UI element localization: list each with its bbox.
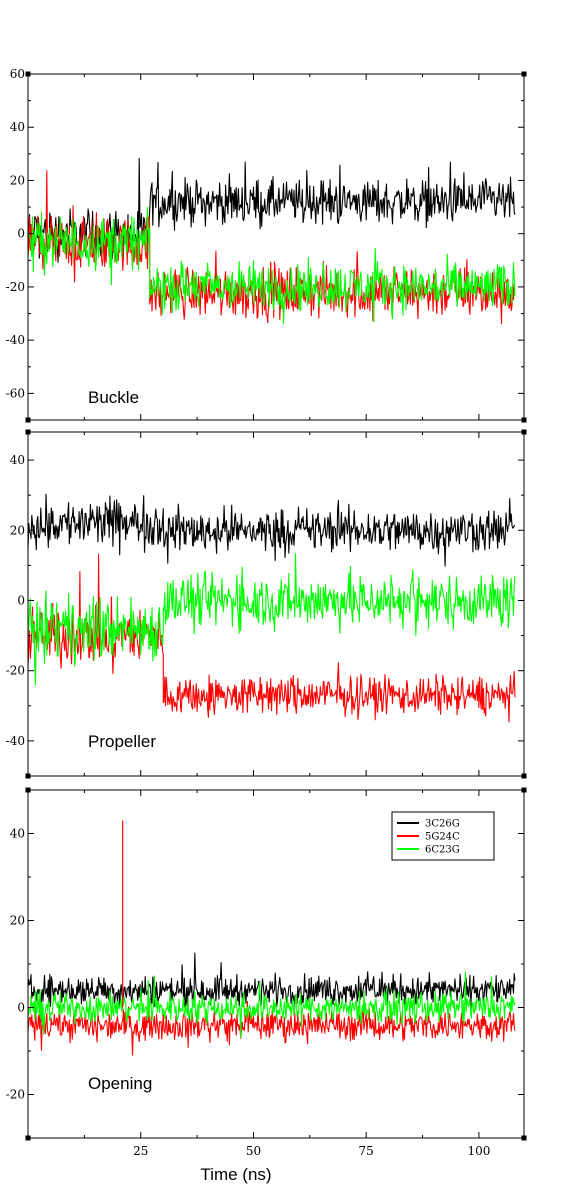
y-tick-label: -40: [6, 333, 25, 347]
y-tick-label: -20: [6, 1088, 25, 1102]
y-tick-label: -20: [6, 280, 25, 294]
x-axis-label: Time (ns): [200, 1165, 271, 1184]
corner-marker: [25, 773, 31, 779]
y-tick-label: 0: [17, 227, 25, 241]
panel-label: Propeller: [88, 732, 156, 751]
series-line-6c23g: [27, 206, 516, 325]
plot-frame: [27, 73, 525, 421]
corner-marker: [521, 773, 527, 779]
y-tick-label: 20: [10, 173, 25, 187]
legend-entry-3c26g: 3C26G: [425, 819, 460, 830]
y-tick-label: 0: [17, 593, 25, 607]
series-line-5g24c: [27, 994, 516, 1056]
series-line-6c23g: [27, 971, 516, 1039]
panel-label: Opening: [88, 1074, 152, 1093]
y-tick-label: -20: [6, 664, 25, 678]
y-tick-label: 60: [10, 67, 25, 81]
corner-marker: [521, 429, 527, 435]
y-tick-label: -40: [6, 734, 25, 748]
buckle-panel: -60 -40 -20 0 20 40 60 Buckle: [6, 67, 527, 423]
plot-frame: [27, 431, 525, 777]
y-tick-label: 40: [10, 120, 25, 134]
x-tick-label: 75: [359, 1144, 374, 1158]
corner-marker: [521, 787, 527, 793]
y-tick-label: 0: [17, 1001, 25, 1015]
legend-entry-6c23g: 6C23G: [425, 845, 460, 856]
panel-label: Buckle: [88, 388, 139, 407]
corner-marker: [521, 417, 527, 423]
x-tick-label: 100: [467, 1144, 490, 1158]
x-tick-label: 50: [246, 1144, 261, 1158]
corner-marker: [521, 1135, 527, 1141]
series-line-3c26g: [27, 493, 516, 567]
corner-marker: [25, 429, 31, 435]
opening-panel: -20 0 20 40 25 50 75 100 Opening Time (ns) 3C26G 5G…: [6, 787, 527, 1184]
y-tick-label: 20: [10, 914, 25, 928]
y-tick-label: 20: [10, 523, 25, 537]
series-line-6c23g: [27, 553, 516, 686]
series-line-3c26g: [27, 952, 516, 1023]
legend-entry-5g24c: 5G24C: [425, 832, 460, 843]
propeller-panel: -40 -20 0 20 40 Propeller: [6, 429, 527, 779]
y-tick-label: 40: [10, 827, 25, 841]
corner-marker: [25, 1135, 31, 1141]
corner-marker: [25, 787, 31, 793]
y-tick-label: 40: [10, 453, 25, 467]
series-line-3c26g: [27, 157, 516, 263]
x-tick-label: 25: [133, 1144, 148, 1158]
y-tick-label: -60: [6, 386, 25, 400]
corner-marker: [25, 417, 31, 423]
